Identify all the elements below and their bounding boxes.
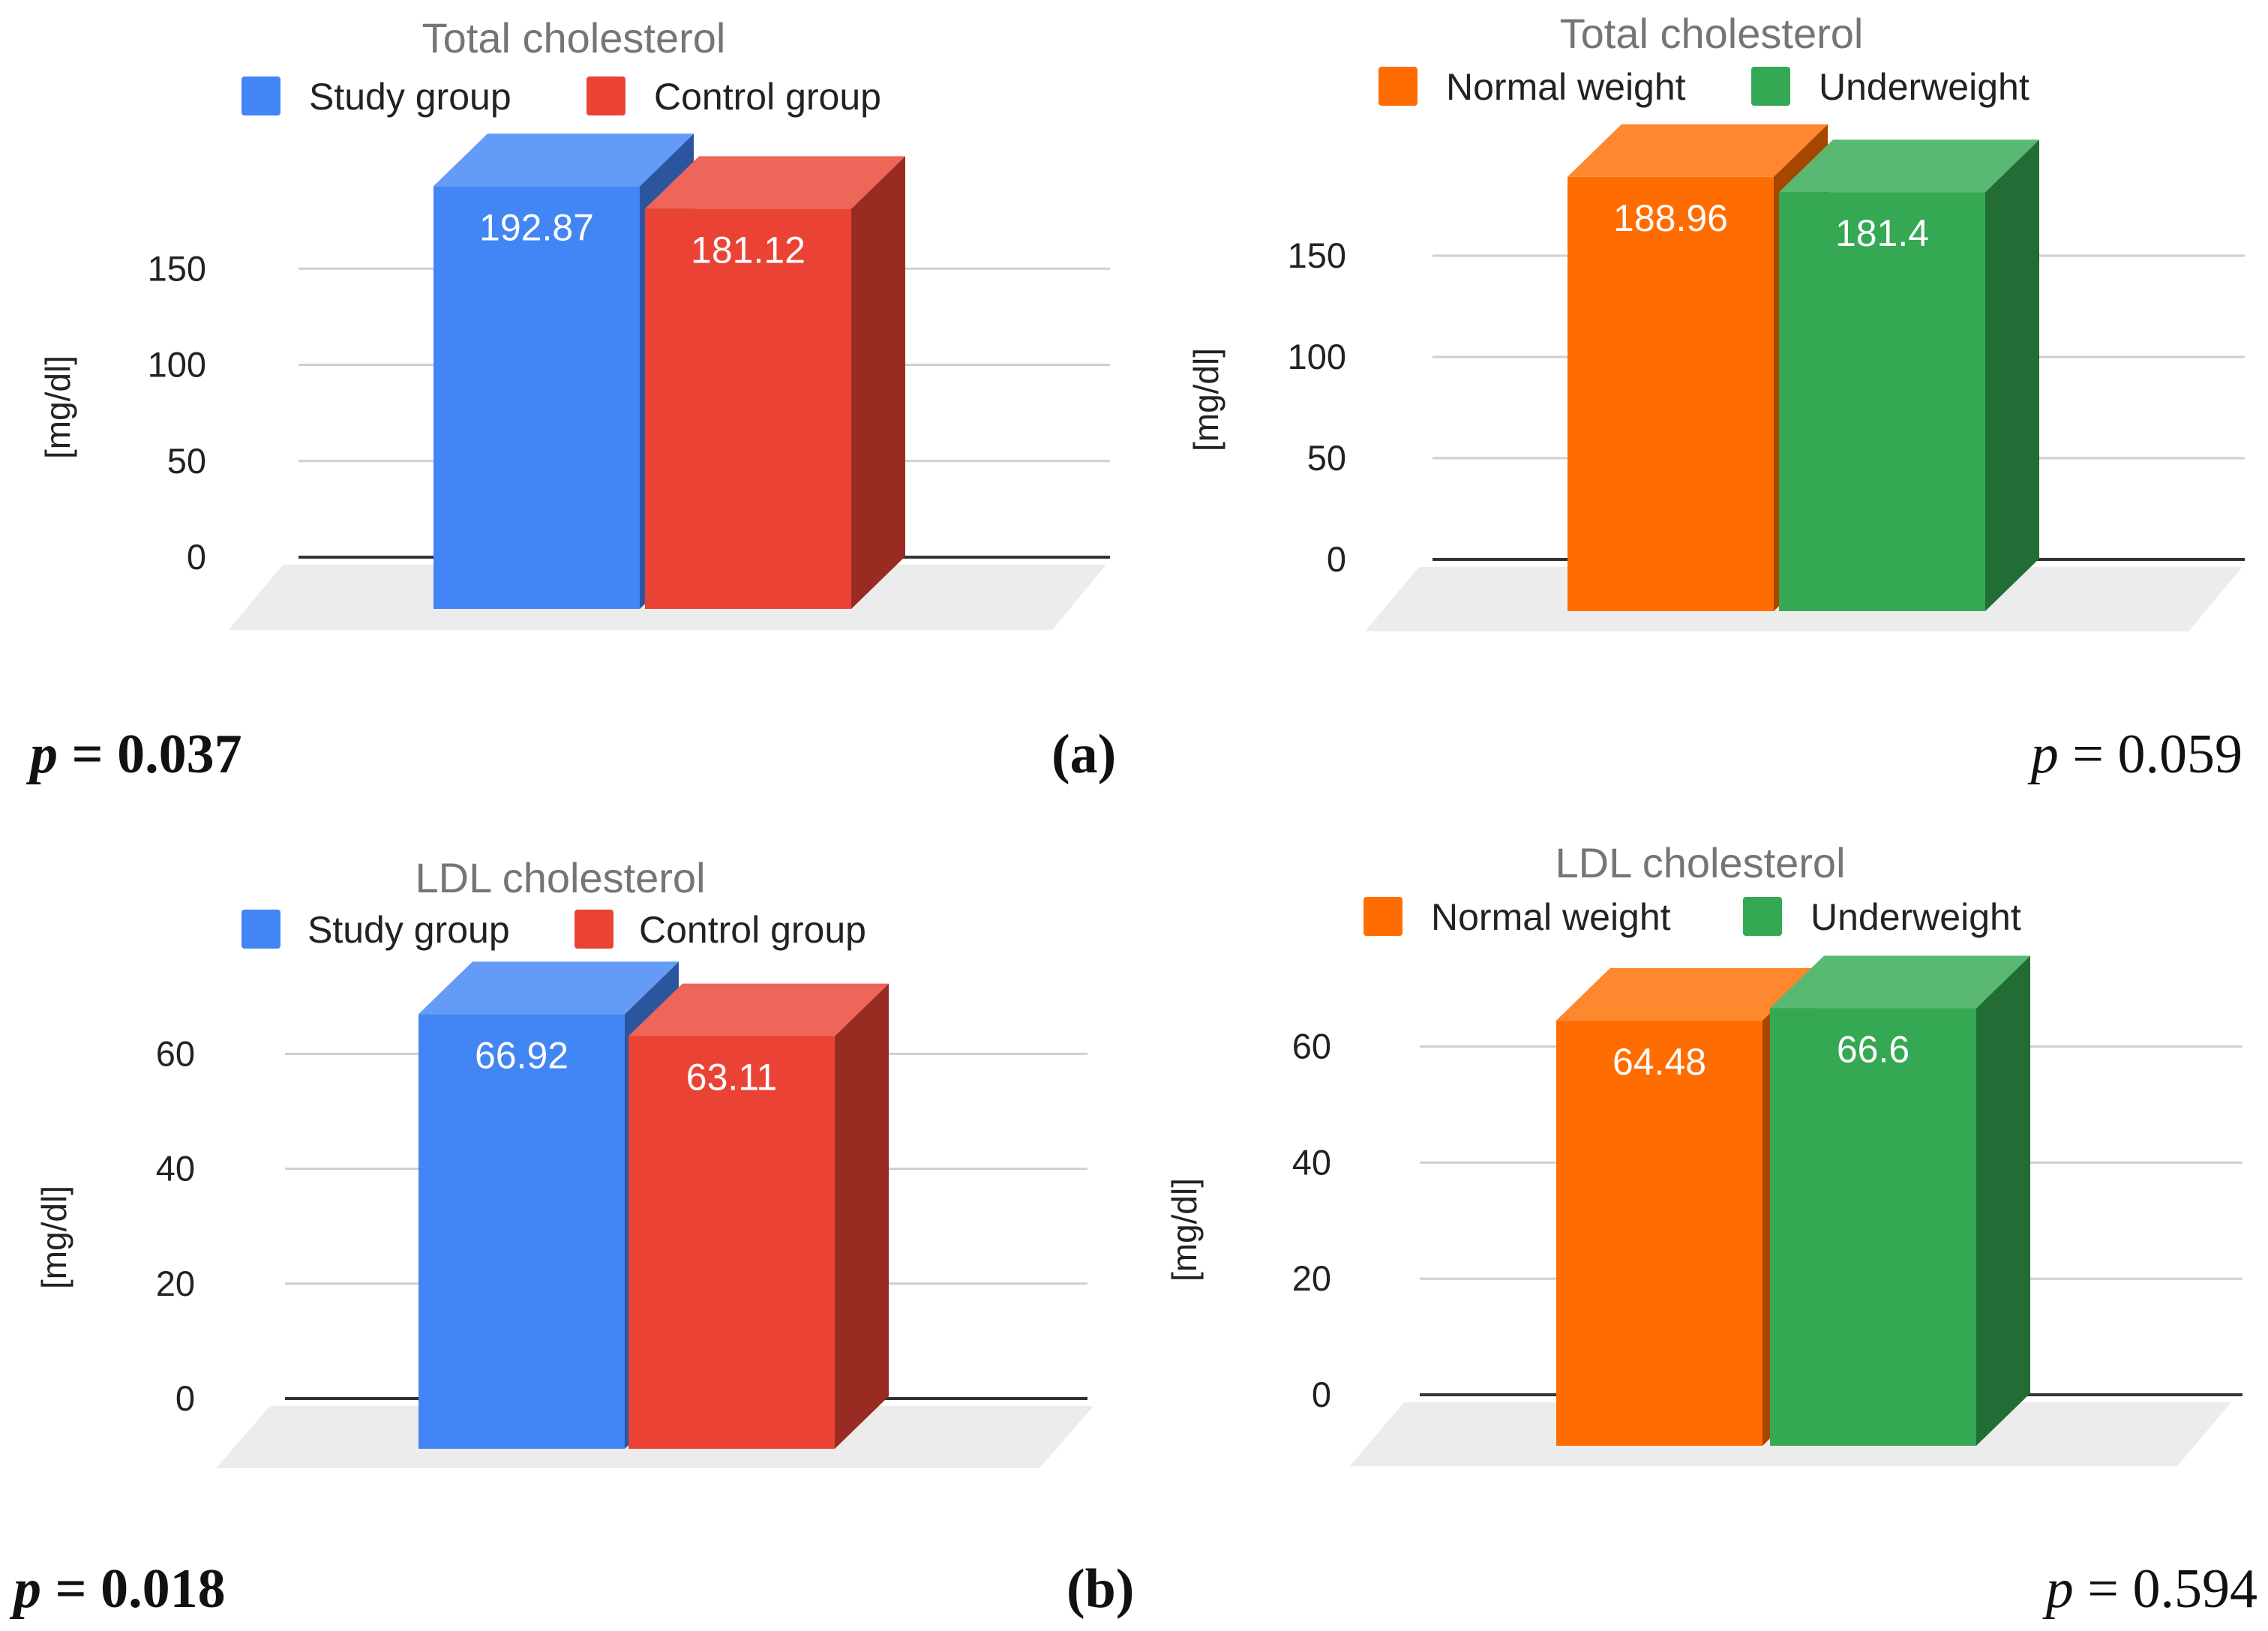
y-tick-label: 100 — [148, 345, 206, 385]
legend-label: Control group — [654, 76, 881, 118]
p-value-ldl-study-control: p = 0.018 — [9, 1558, 226, 1620]
bar-front — [628, 1036, 835, 1449]
bar-control-group: 181.12 — [645, 156, 905, 610]
y-tick-label: 50 — [1307, 438, 1346, 478]
bar-front — [1779, 192, 1985, 612]
bar-study-group: 66.92 — [418, 961, 679, 1449]
y-axis-label: [mg/dl] — [38, 355, 77, 459]
bar-value-label: 63.11 — [686, 1057, 777, 1099]
bar-side — [835, 983, 889, 1449]
legend-label: Underweight — [1819, 66, 2030, 108]
y-tick-label: 40 — [1292, 1142, 1331, 1182]
legend-label: Control group — [639, 909, 866, 951]
y-tick-label: 40 — [156, 1149, 195, 1189]
bar-top — [1568, 124, 1828, 177]
p-value-total-weight: p = 0.059 — [2027, 724, 2242, 785]
bar-value-label: 188.96 — [1613, 197, 1728, 239]
bar-top — [434, 133, 694, 187]
panel-label-b: (b) — [1066, 1558, 1134, 1620]
bar-top — [1556, 967, 1816, 1021]
y-tick-label: 150 — [1288, 235, 1346, 275]
bar-top — [1770, 955, 2030, 1009]
bar-value-label: 181.12 — [691, 229, 806, 271]
legend-label: Study group — [308, 909, 510, 951]
legend-swatch — [242, 910, 280, 949]
bar-top — [645, 156, 905, 209]
y-tick-label: 60 — [1292, 1027, 1331, 1066]
bar-front — [418, 1014, 625, 1449]
legend-swatch — [574, 910, 614, 949]
bar-side — [1976, 955, 2030, 1446]
chart-title: Total cholesterol — [422, 14, 726, 61]
chart-panel-3: 0 20 40 60 [mg/dl] LDL cholesterol Study group… — [34, 854, 1094, 1468]
bar-side — [1985, 139, 2039, 612]
y-axis-label: [mg/dl] — [1165, 1178, 1204, 1282]
y-tick-label: 20 — [1292, 1258, 1331, 1298]
panel-label-a: (a) — [1052, 724, 1116, 785]
y-tick-label: 50 — [167, 441, 206, 481]
legend-swatch — [242, 76, 280, 115]
y-tick-label: 20 — [156, 1264, 195, 1303]
bar-front — [1770, 1008, 1976, 1446]
legend-label: Normal weight — [1431, 896, 1671, 938]
y-tick-label: 150 — [148, 248, 206, 288]
bar-front — [645, 208, 851, 609]
bar-top — [1779, 139, 2039, 193]
bar-control-group: 63.11 — [628, 983, 889, 1449]
bar-underweight: 181.4 — [1779, 139, 2039, 612]
bar-top — [418, 961, 679, 1015]
legend-label: Underweight — [1810, 896, 2021, 938]
y-axis-label: [mg/dl] — [34, 1186, 74, 1289]
legend-label: Normal weight — [1446, 66, 1686, 108]
bar-front — [434, 186, 640, 609]
bar-value-label: 181.4 — [1835, 212, 1929, 254]
legend-label: Study group — [309, 76, 512, 118]
chart-panel-1: 0 50 100 150 [mg/dl] Total cholesterol Study g… — [38, 14, 1110, 630]
y-tick-label: 0 — [176, 1378, 195, 1418]
bar-value-label: 192.87 — [479, 206, 594, 248]
bar-front — [1556, 1020, 1762, 1446]
y-tick-label: 0 — [187, 537, 206, 577]
chart-title: LDL cholesterol — [1555, 839, 1845, 886]
legend-swatch — [1378, 67, 1418, 106]
bar-side — [851, 156, 905, 610]
legend-swatch — [1743, 897, 1782, 936]
y-tick-label: 100 — [1288, 337, 1346, 376]
p-value-total-study-control: p = 0.037 — [26, 724, 242, 785]
y-tick-label: 0 — [1327, 539, 1346, 579]
bar-value-label: 64.48 — [1612, 1041, 1706, 1083]
bar-top — [628, 983, 889, 1036]
p-value-ldl-weight: p = 0.594 — [2042, 1558, 2258, 1620]
bar-front — [1568, 176, 1774, 612]
legend-swatch — [1364, 897, 1402, 936]
bar-value-label: 66.6 — [1837, 1029, 1910, 1071]
chart-panel-2: 0 50 100 150 [mg/dl] Total cholesterol Normal … — [1186, 10, 2245, 631]
y-axis-label: [mg/dl] — [1186, 348, 1226, 451]
chart-title: LDL cholesterol — [415, 854, 705, 901]
legend-swatch — [1751, 67, 1790, 106]
bar-value-label: 66.92 — [475, 1034, 568, 1076]
chart-title: Total cholesterol — [1560, 10, 1864, 57]
y-tick-label: 0 — [1312, 1375, 1331, 1414]
y-tick-label: 60 — [156, 1033, 195, 1073]
bar-underweight: 66.6 — [1770, 955, 2030, 1446]
chart-panel-4: 0 20 40 60 [mg/dl] LDL cholesterol Normal weig… — [1165, 839, 2242, 1466]
legend-swatch — [586, 76, 626, 115]
